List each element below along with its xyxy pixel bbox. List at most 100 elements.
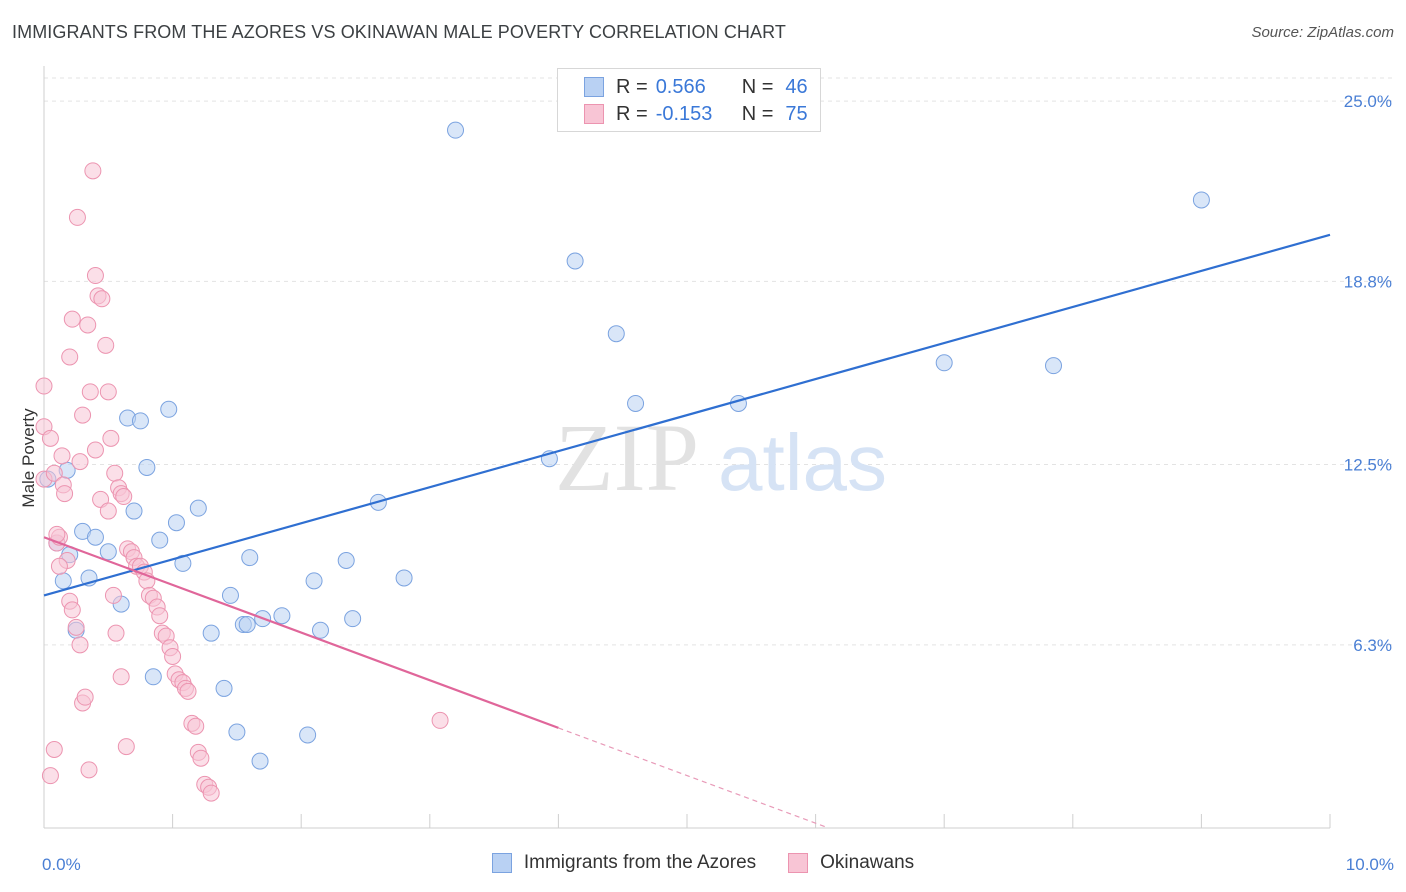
- okinawan-point: [63, 601, 81, 619]
- okinawan-point: [151, 607, 169, 625]
- okinawan-point: [86, 267, 104, 285]
- series-legend-azores[interactable]: Immigrants from the Azores: [491, 852, 757, 874]
- okinawan-point: [179, 682, 197, 700]
- okinawan-point: [117, 738, 135, 756]
- okinawan-point: [68, 208, 86, 226]
- series-label-okinawans: Okinawans: [820, 852, 915, 873]
- chart-source: Source: ZipAtlas.com: [1251, 24, 1394, 41]
- azores-point: [189, 499, 207, 517]
- azores-point: [251, 752, 269, 770]
- azores-point: [607, 325, 625, 343]
- azores-point: [160, 400, 178, 418]
- azores-point: [566, 252, 584, 270]
- series-swatch-azores: [491, 853, 512, 873]
- okinawan-point: [97, 336, 115, 354]
- azores-point: [202, 624, 220, 642]
- okinawan-point: [99, 502, 117, 520]
- okinawan-point: [104, 586, 122, 604]
- azores-point: [337, 551, 355, 569]
- series-legend-okinawans[interactable]: Okinawans: [788, 852, 914, 874]
- okinawan-point: [80, 761, 98, 779]
- legend-swatch-okinawans: [584, 104, 604, 124]
- azores-point: [241, 549, 259, 567]
- azores-point: [221, 586, 239, 604]
- azores-point: [131, 412, 149, 430]
- azores-point: [1192, 191, 1210, 209]
- azores-point: [125, 502, 143, 520]
- okinawan-point: [115, 488, 133, 506]
- okinawan-point: [74, 406, 92, 424]
- okinawan-point: [67, 618, 85, 636]
- okinawan-point: [45, 464, 63, 482]
- legend-n-value: 46: [785, 75, 808, 98]
- azores-point: [99, 543, 117, 561]
- okinawan-point: [112, 668, 130, 686]
- watermark-atlas: atlas: [718, 418, 887, 507]
- azores-point: [86, 528, 104, 546]
- okinawan-point: [45, 740, 63, 758]
- azores-point: [238, 615, 256, 633]
- azores-point: [344, 610, 362, 628]
- legend-r-value: 0.566: [655, 75, 706, 98]
- azores-point: [447, 121, 465, 139]
- okinawan-point: [192, 749, 210, 767]
- okinawan-point: [41, 767, 59, 785]
- y-tick-label: 6.3%: [1353, 636, 1392, 655]
- azores-point: [395, 569, 413, 587]
- okinawan-point: [106, 464, 124, 482]
- okinawan-point: [50, 557, 68, 575]
- axes: [43, 66, 1331, 829]
- y-tick-label: 12.5%: [1344, 456, 1392, 475]
- azores-point: [627, 394, 645, 412]
- x-tick-label: 0.0%: [42, 855, 81, 874]
- okinawan-point: [63, 310, 81, 328]
- okinawan-point: [431, 711, 449, 729]
- okinawan-point: [107, 624, 125, 642]
- okinawan-point: [84, 162, 102, 180]
- legend-swatch-azores: [584, 77, 604, 97]
- azores-point: [215, 679, 233, 697]
- tick-labels: 6.3% 12.5% 18.8% 25.0% 0.0% 10.0%: [42, 92, 1394, 874]
- x-tick-label: 10.0%: [1346, 855, 1394, 874]
- okinawan-point: [187, 717, 205, 735]
- okinawan-point: [71, 453, 89, 471]
- okinawan-point: [93, 290, 111, 308]
- okinawan-point: [99, 383, 117, 401]
- okinawan-point: [202, 784, 220, 802]
- okinawan-point: [164, 647, 182, 665]
- azores-point: [228, 723, 246, 741]
- series-legend: Immigrants from the Azores Okinawans: [0, 852, 1406, 874]
- legend-row-azores: R = 0.566 N = 46: [584, 75, 808, 99]
- watermark: ZIP atlas: [555, 404, 887, 511]
- legend-r-value: -0.153: [655, 102, 713, 125]
- azores-point: [1045, 357, 1063, 375]
- okinawan-point: [81, 383, 99, 401]
- azores-trend-line: [43, 233, 1331, 597]
- azores-point: [311, 621, 329, 639]
- legend-row-okinawans: R = -0.153 N = 75: [584, 102, 808, 126]
- data-points: [35, 121, 1210, 802]
- azores-point: [167, 514, 185, 532]
- azores-point: [54, 572, 72, 590]
- okinawan-point: [41, 429, 59, 447]
- y-axis-label: Male Poverty: [19, 408, 38, 508]
- okinawan-point: [86, 441, 104, 459]
- azores-point: [144, 668, 162, 686]
- okinawan-point: [76, 688, 94, 706]
- okinawan-point: [53, 447, 71, 465]
- okinawan-point: [102, 429, 120, 447]
- azores-point: [729, 394, 747, 412]
- azores-point: [305, 572, 323, 590]
- y-tick-label: 25.0%: [1344, 92, 1392, 111]
- okinawan-point: [56, 485, 74, 503]
- series-swatch-okinawans: [788, 853, 809, 873]
- legend: R = 0.566 N = 46 R = -0.153 N = 75: [557, 68, 821, 132]
- series-label-azores: Immigrants from the Azores: [523, 852, 757, 873]
- azores-point: [299, 726, 317, 744]
- okinawan-point: [61, 348, 79, 366]
- legend-n-value: 75: [785, 102, 808, 125]
- okinawan-trend-extension: [558, 727, 829, 829]
- legend-r-label: R =: [616, 102, 648, 125]
- watermark-zip: ZIP: [555, 404, 699, 511]
- y-tick-label: 18.8%: [1344, 272, 1392, 291]
